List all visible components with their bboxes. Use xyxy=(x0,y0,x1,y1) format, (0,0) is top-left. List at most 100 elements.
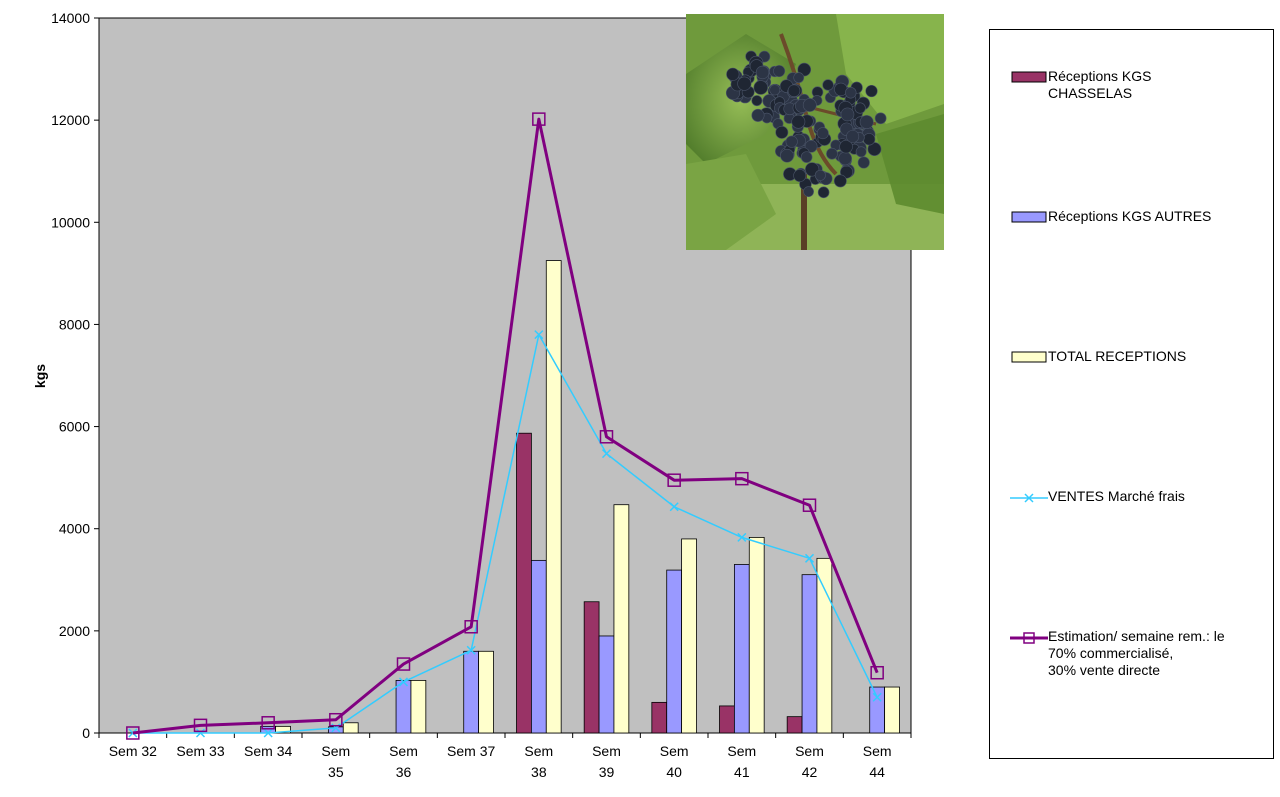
legend-item-total: TOTAL RECEPTIONS xyxy=(1010,348,1272,366)
bar xyxy=(748,536,765,734)
grape-berry xyxy=(755,65,770,80)
bar xyxy=(583,601,600,734)
legend-item-chasselas: Réceptions KGS CHASSELAS xyxy=(1010,68,1272,102)
legend-label-chasselas: Réceptions KGS CHASSELAS xyxy=(1048,68,1152,101)
bar xyxy=(719,705,735,734)
bar xyxy=(816,557,833,734)
x-tick-label: Sem 35 xyxy=(321,743,350,780)
point-marker xyxy=(263,728,273,738)
x-tick-label: Sem 44 xyxy=(863,743,892,780)
bar xyxy=(410,679,427,734)
legend: Réceptions KGS CHASSELAS Réceptions KGS … xyxy=(989,29,1274,759)
x-tick-label: Sem 33 xyxy=(176,743,224,759)
bar xyxy=(478,650,494,734)
legend-label-total: TOTAL RECEPTIONS xyxy=(1048,348,1187,364)
bar xyxy=(681,538,697,734)
grape-berry xyxy=(874,112,887,125)
grape-berry xyxy=(773,65,786,78)
legend-label-ventes: VENTES Marché frais xyxy=(1048,488,1185,504)
grape-berry xyxy=(840,107,855,122)
y-tick-label: 4000 xyxy=(59,521,90,537)
legend-item-estimation: Estimation/ semaine rem.: le 70% commerc… xyxy=(1010,628,1272,679)
grape-berry xyxy=(780,148,794,163)
grape-berry xyxy=(737,76,752,91)
bar xyxy=(666,569,683,734)
grape-berry xyxy=(802,98,817,112)
legend-swatch-ventes xyxy=(1010,490,1048,506)
grape-berry xyxy=(817,186,830,199)
point-marker xyxy=(128,728,138,738)
bar xyxy=(733,564,750,734)
grape-berry xyxy=(833,174,847,188)
point-marker xyxy=(193,718,208,733)
grape-berry xyxy=(838,151,852,166)
point-marker xyxy=(804,553,815,563)
x-tick-label: Sem 39 xyxy=(592,743,621,780)
bar xyxy=(545,260,562,734)
point-marker xyxy=(599,430,614,444)
y-tick-label: 14000 xyxy=(51,10,90,26)
point-marker xyxy=(126,726,140,740)
bar xyxy=(342,722,359,734)
grape-berry xyxy=(753,80,769,95)
grape-berry xyxy=(865,84,878,98)
x-tick-label: Sem 41 xyxy=(727,743,756,780)
legend-item-ventes: VENTES Marché frais xyxy=(1010,488,1272,506)
series-line xyxy=(132,333,878,734)
grape-berry xyxy=(859,115,874,129)
grape-berry xyxy=(793,169,807,182)
legend-swatch-estimation xyxy=(1010,630,1048,646)
legend-swatch-total xyxy=(1010,350,1048,366)
grape-berry xyxy=(855,146,867,158)
grape-berry xyxy=(793,72,805,84)
series-line xyxy=(132,117,879,735)
grape-berry xyxy=(785,135,798,148)
bar-layer xyxy=(260,260,900,734)
grape-berry xyxy=(854,102,866,114)
axis-layer: 0 2000 4000 6000 8000 10000 12000 14000 Sem 32 Se… xyxy=(51,10,912,780)
bar xyxy=(651,701,668,734)
grape-berry xyxy=(862,133,876,146)
x-tick-label: Sem 42 xyxy=(795,743,824,780)
bar xyxy=(786,716,803,734)
grape-berry xyxy=(726,67,740,81)
bar xyxy=(598,635,615,734)
grape-berry xyxy=(769,84,781,96)
legend-label-estimation: Estimation/ semaine rem.: le 70% commerc… xyxy=(1048,628,1225,678)
grape-berry xyxy=(751,108,765,122)
bar xyxy=(869,686,886,734)
x-tick-label: Sem 32 xyxy=(109,743,157,759)
grape-cluster-icon xyxy=(725,50,887,199)
grape-berry xyxy=(787,84,801,98)
grape-berry xyxy=(791,114,806,129)
point-marker xyxy=(534,330,544,340)
bar xyxy=(884,686,900,734)
point-marker xyxy=(532,112,546,126)
bar xyxy=(516,432,532,734)
y-tick-label: 0 xyxy=(82,725,90,741)
point-marker xyxy=(601,449,612,459)
legend-swatch-autres xyxy=(1010,210,1048,226)
legend-label-autres: Réceptions KGS AUTRES xyxy=(1048,208,1212,224)
bar xyxy=(530,559,547,734)
point-marker xyxy=(737,532,747,542)
line-layer xyxy=(126,112,884,740)
grape-berry xyxy=(845,87,857,99)
point-marker xyxy=(872,692,882,702)
point-marker xyxy=(667,473,681,487)
x-tick-label: Sem 36 xyxy=(389,743,418,780)
y-tick-label: 10000 xyxy=(51,214,90,230)
grape-berry xyxy=(800,151,813,163)
point-marker xyxy=(802,498,817,512)
point-marker xyxy=(464,620,478,634)
bar xyxy=(613,504,630,734)
grape-berry xyxy=(826,147,838,160)
bar xyxy=(395,679,412,734)
y-tick-label: 2000 xyxy=(59,623,90,639)
grape-berry xyxy=(822,79,834,91)
grape-berry xyxy=(775,125,789,139)
bar xyxy=(801,574,818,734)
point-marker xyxy=(195,728,206,738)
grape-berry xyxy=(867,142,882,156)
y-tick-label: 8000 xyxy=(59,316,90,332)
